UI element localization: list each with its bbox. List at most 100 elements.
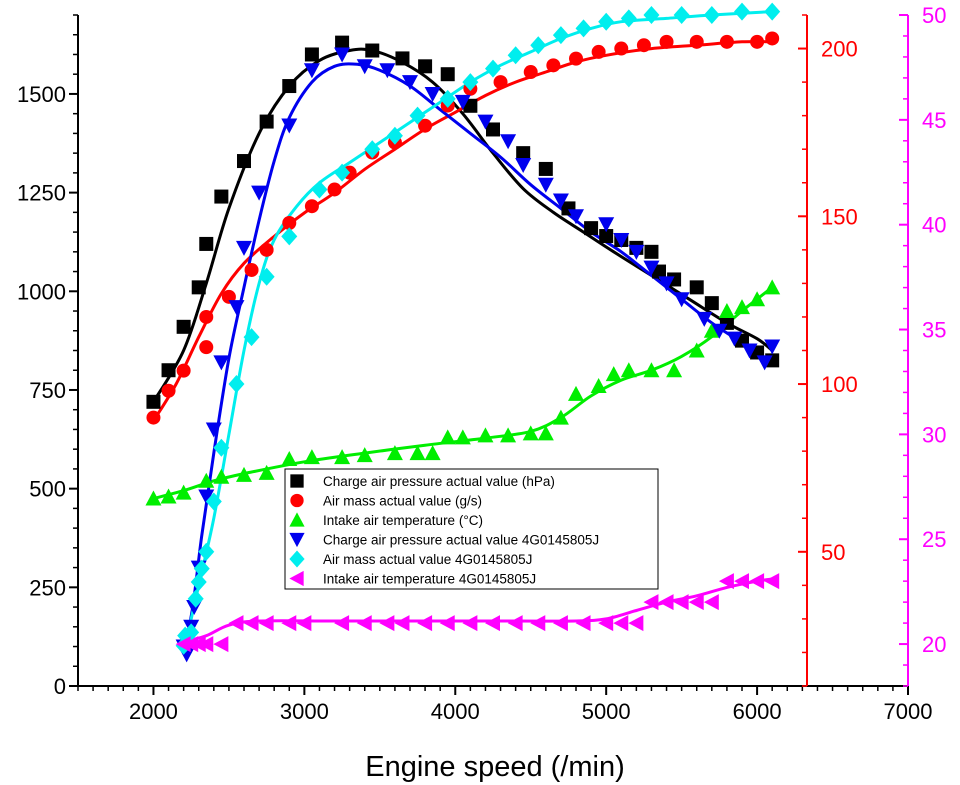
data-point	[507, 615, 523, 632]
data-point	[734, 573, 749, 590]
data-point	[417, 615, 433, 632]
data-point	[409, 445, 426, 461]
series-2-points	[146, 31, 780, 425]
data-point	[552, 409, 569, 425]
legend-marker	[289, 570, 304, 587]
data-point	[507, 46, 524, 65]
series-1-points	[146, 35, 780, 409]
data-point	[198, 636, 214, 653]
data-point	[734, 2, 750, 21]
data-point	[236, 466, 252, 482]
data-point	[462, 73, 479, 92]
data-point	[605, 366, 622, 382]
data-point	[463, 98, 478, 113]
data-point	[198, 472, 215, 488]
data-point	[628, 244, 645, 260]
left-y-tick-label: 750	[29, 378, 66, 403]
data-point	[418, 118, 433, 133]
data-point	[198, 489, 215, 505]
data-point	[620, 9, 637, 28]
data-point	[764, 2, 781, 21]
data-point	[281, 227, 298, 246]
data-point	[281, 118, 298, 134]
right2-y-tick-label: 25	[922, 527, 946, 552]
data-point	[439, 89, 456, 108]
data-point	[379, 63, 396, 79]
data-point	[719, 34, 734, 49]
data-point	[718, 303, 735, 319]
legend-label: Charge air pressure actual value 4G01458…	[323, 533, 599, 548]
data-point	[334, 47, 351, 63]
legend-marker	[290, 474, 304, 488]
data-point	[205, 492, 222, 511]
left-y-tick-label: 1250	[17, 181, 66, 206]
data-point	[643, 594, 659, 611]
data-point	[636, 38, 651, 53]
data-point	[402, 75, 418, 91]
data-point	[228, 375, 245, 394]
right1-y-tick-label: 100	[821, 372, 858, 397]
data-point	[439, 429, 456, 445]
legend-item-5: Air mass actual value 4G0145805J	[289, 550, 532, 568]
data-point	[750, 34, 765, 49]
data-point	[258, 267, 275, 286]
data-point	[161, 363, 176, 378]
legend-marker	[289, 550, 305, 568]
left-y-tick-label: 0	[54, 674, 66, 699]
data-point	[689, 34, 704, 49]
data-point	[598, 615, 614, 632]
fit-line-series-4	[182, 62, 774, 655]
data-point	[259, 114, 274, 129]
data-point	[213, 355, 230, 371]
data-point	[176, 363, 191, 378]
data-point	[356, 615, 372, 632]
data-point	[259, 242, 274, 257]
data-point	[673, 594, 689, 611]
data-point	[659, 34, 674, 49]
data-point	[243, 328, 260, 347]
data-point	[486, 122, 500, 137]
data-point	[364, 140, 381, 159]
data-point	[552, 615, 568, 632]
data-point	[756, 355, 773, 371]
data-point	[703, 594, 719, 611]
legend-label: Intake air temperature 4G0145805J	[323, 572, 536, 587]
data-point	[296, 615, 312, 632]
data-point	[175, 636, 191, 653]
legend-item-4: Charge air pressure actual value 4G01458…	[289, 533, 599, 548]
data-point	[244, 262, 259, 277]
data-point	[251, 185, 268, 201]
data-point	[205, 422, 222, 438]
data-point	[538, 161, 553, 176]
data-point	[590, 378, 607, 394]
data-point	[379, 615, 395, 632]
data-point	[199, 309, 214, 324]
data-point	[485, 59, 501, 78]
right1-y-tick-label: 200	[821, 37, 858, 62]
data-point	[176, 319, 191, 334]
series-5-points	[175, 2, 781, 655]
legend-item-3: Intake air temperature (°C)	[289, 512, 483, 528]
data-point	[243, 615, 259, 632]
data-point	[304, 47, 319, 62]
left-y-tick-label: 250	[29, 575, 66, 600]
data-point	[726, 331, 743, 347]
data-point	[620, 362, 637, 378]
x-tick-label: 7000	[884, 699, 933, 724]
data-point	[598, 217, 615, 233]
data-point	[477, 427, 494, 443]
data-point	[711, 323, 728, 339]
data-point	[199, 340, 214, 355]
data-point	[281, 615, 297, 632]
data-point	[485, 615, 500, 632]
data-point	[183, 623, 200, 642]
legend-label: Charge air pressure actual value (hPa)	[323, 474, 555, 489]
data-point	[493, 75, 508, 90]
data-point	[628, 615, 644, 632]
data-point	[281, 451, 298, 467]
data-point	[213, 468, 230, 484]
data-point	[335, 35, 350, 50]
data-point	[228, 300, 245, 316]
legend-label: Air mass actual value (g/s)	[323, 494, 482, 509]
